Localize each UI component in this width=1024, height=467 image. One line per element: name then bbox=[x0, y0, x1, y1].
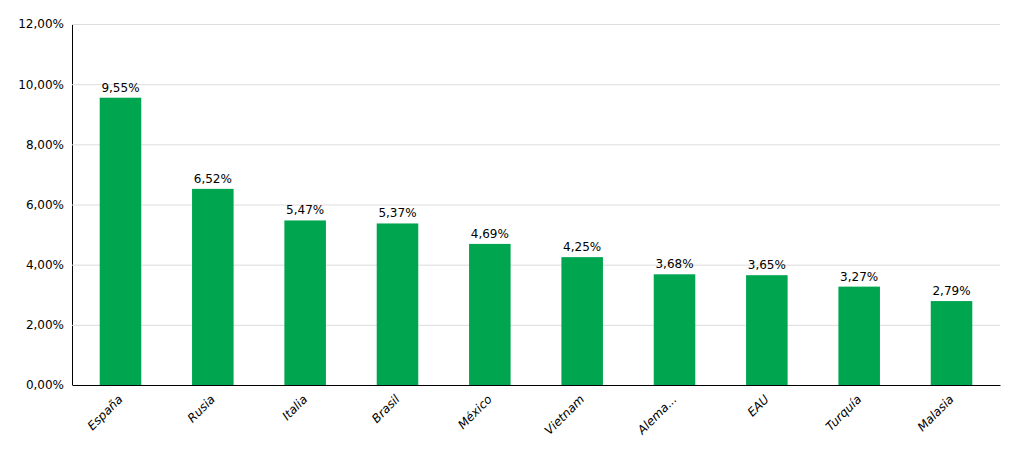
data-label: 2,79% bbox=[932, 284, 970, 298]
bar bbox=[284, 220, 326, 385]
bar bbox=[100, 98, 142, 385]
grid-line bbox=[72, 24, 1000, 25]
x-tick-label: Turquía bbox=[823, 392, 864, 433]
data-labels: 9,55% 6,52% 5,47% 5,37% 4,69% 4,25% 3,68% 3,65%… bbox=[101, 81, 970, 298]
x-tick: Rusia bbox=[185, 392, 218, 425]
data-label: 9,55% bbox=[101, 81, 139, 95]
y-tick-label: 2,00% bbox=[26, 318, 64, 332]
x-tick: Malasia bbox=[915, 392, 957, 434]
y-tick: 8,00% bbox=[26, 138, 1000, 152]
y-tick-label: 12,00% bbox=[18, 17, 64, 31]
x-tick-label: Brasil bbox=[369, 392, 403, 426]
bar bbox=[377, 223, 419, 385]
y-axis: 0,00% 2,00% 4,00% 6,00% 8,00% 10,00% 12,00% bbox=[18, 17, 1000, 392]
x-axis-line bbox=[73, 385, 1001, 386]
y-tick-label: 0,00% bbox=[26, 378, 64, 392]
bar bbox=[469, 244, 511, 385]
y-tick: 6,00% bbox=[26, 198, 1000, 212]
x-tick-label: Alema... bbox=[634, 392, 680, 438]
y-tick-label: 4,00% bbox=[26, 258, 64, 272]
x-tick-label: España bbox=[85, 392, 126, 433]
x-tick-label: Vietnam bbox=[542, 392, 587, 437]
x-tick: Alema... bbox=[634, 392, 680, 438]
data-label: 6,52% bbox=[194, 172, 232, 186]
data-label: 3,68% bbox=[655, 257, 693, 271]
y-tick-label: 6,00% bbox=[26, 198, 64, 212]
grid-line bbox=[72, 144, 1000, 145]
x-tick-label: Rusia bbox=[185, 392, 218, 425]
x-tick: México bbox=[455, 392, 495, 432]
bar bbox=[192, 189, 234, 385]
grid-line bbox=[72, 385, 1000, 386]
x-tick-label: Italia bbox=[279, 392, 310, 423]
data-label: 4,25% bbox=[563, 240, 601, 254]
x-tick: Turquía bbox=[823, 392, 864, 433]
x-axis: España Rusia Italia Brasil México Vietnam Alem… bbox=[73, 386, 1001, 438]
bar bbox=[931, 301, 973, 385]
bar bbox=[561, 257, 603, 385]
y-tick-label: 8,00% bbox=[26, 138, 64, 152]
bar bbox=[746, 275, 788, 385]
data-label: 5,47% bbox=[286, 203, 324, 217]
x-tick: Vietnam bbox=[542, 392, 587, 437]
x-tick: EAU bbox=[745, 392, 772, 419]
bars bbox=[100, 98, 973, 385]
x-tick-label: México bbox=[455, 392, 495, 432]
grid-line bbox=[72, 84, 1000, 85]
bar bbox=[838, 287, 880, 385]
y-tick: 12,00% bbox=[18, 17, 1000, 31]
chart-container: 0,00% 2,00% 4,00% 6,00% 8,00% 10,00% 12,00% Esp… bbox=[0, 0, 1024, 467]
chart-svg: 0,00% 2,00% 4,00% 6,00% 8,00% 10,00% 12,00% Esp… bbox=[0, 0, 1024, 467]
data-label: 3,27% bbox=[840, 270, 878, 284]
x-tick-label: EAU bbox=[745, 392, 772, 419]
x-tick: Brasil bbox=[369, 392, 403, 426]
y-tick: 10,00% bbox=[18, 78, 1000, 92]
data-label: 5,37% bbox=[378, 206, 416, 220]
x-tick-label: Malasia bbox=[915, 392, 957, 434]
data-label: 3,65% bbox=[748, 258, 786, 272]
plot-area: 0,00% 2,00% 4,00% 6,00% 8,00% 10,00% 12,00% Esp… bbox=[18, 17, 1000, 437]
x-tick: España bbox=[85, 392, 126, 433]
x-tick: Italia bbox=[279, 392, 310, 423]
bar bbox=[654, 274, 696, 385]
y-axis-line bbox=[73, 25, 1001, 386]
data-label: 4,69% bbox=[471, 227, 509, 241]
y-tick-label: 10,00% bbox=[18, 78, 64, 92]
